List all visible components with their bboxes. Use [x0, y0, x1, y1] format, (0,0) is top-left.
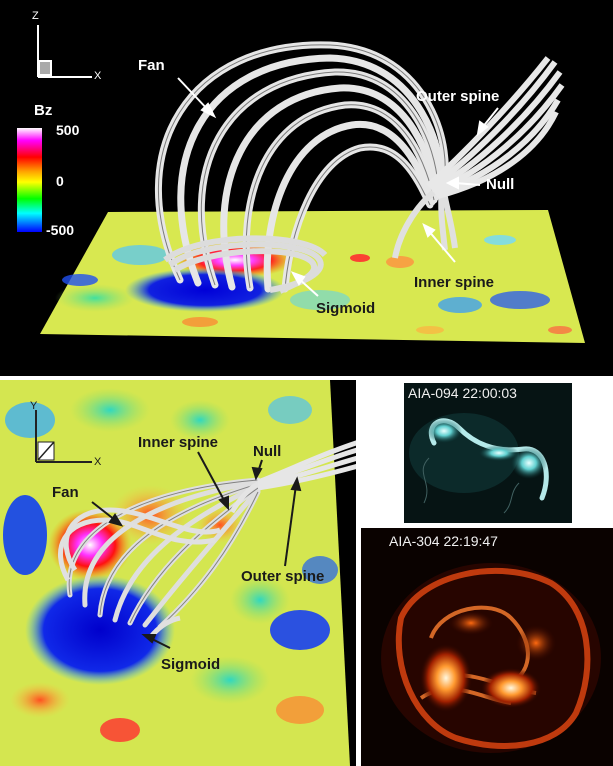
colorbar-tick-zero: 0	[56, 173, 64, 189]
top-axis-triad	[37, 25, 92, 78]
bottom-outer-spine-label: Outer spine	[241, 568, 325, 585]
outer-spine-label: Outer spine	[416, 88, 500, 105]
colorbar-tick-max: 500	[56, 122, 80, 138]
colorbar-title: Bz	[34, 102, 53, 119]
bottom-top-view-panel: Y X Inner spine Null Fan Outer spine Sig…	[0, 380, 356, 766]
inner-spine-label: Inner spine	[414, 274, 495, 291]
bottom-y-axis-label: Y	[30, 400, 38, 412]
top-annotation-arrows	[177, 77, 499, 297]
colorbar-tick-min: -500	[46, 222, 75, 238]
colorbar	[17, 128, 42, 232]
bottom-axis-triad	[35, 410, 92, 463]
negative-polarity-region	[125, 268, 285, 312]
bottom-negative-polarity-region	[25, 575, 175, 685]
bottom-null-label: Null	[253, 443, 282, 460]
bottom-x-axis-label: X	[94, 456, 102, 468]
x-axis-label: X	[94, 70, 102, 82]
outer-spine-field-lines	[425, 56, 565, 199]
aia-094-panel: AIA-094 22:00:03	[404, 383, 572, 523]
top-3d-render	[17, 25, 585, 343]
bottom-annotation-arrows	[91, 451, 302, 649]
bottom-inner-spine-label: Inner spine	[138, 434, 219, 451]
aia-094-image	[404, 383, 572, 523]
aia-304-title: AIA-304 22:19:47	[389, 533, 498, 549]
bottom-inner-spine-field-lines	[229, 481, 260, 514]
aia-304-image	[361, 528, 613, 766]
aia-304-bright-core	[420, 644, 472, 712]
sigmoid-label: Sigmoid	[316, 300, 376, 317]
fan-label: Fan	[138, 57, 165, 74]
bottom-sigmoid-label: Sigmoid	[161, 656, 221, 673]
bottom-fan-label: Fan	[52, 484, 79, 501]
bottom-outer-spine-field-lines	[257, 440, 356, 491]
z-axis-label: Z	[32, 10, 39, 22]
bottom-top-view-render	[0, 380, 356, 766]
null-label: Null	[486, 176, 515, 193]
aia-094-title: AIA-094 22:00:03	[408, 385, 517, 401]
magnetogram-patches	[55, 235, 572, 334]
aia-304-panel: AIA-304 22:19:47	[361, 528, 613, 766]
top-3d-panel: Z X Bz 500 0 -500 Fan Outer spine Null I…	[0, 0, 613, 376]
aia-304-loop-ring	[395, 568, 591, 749]
